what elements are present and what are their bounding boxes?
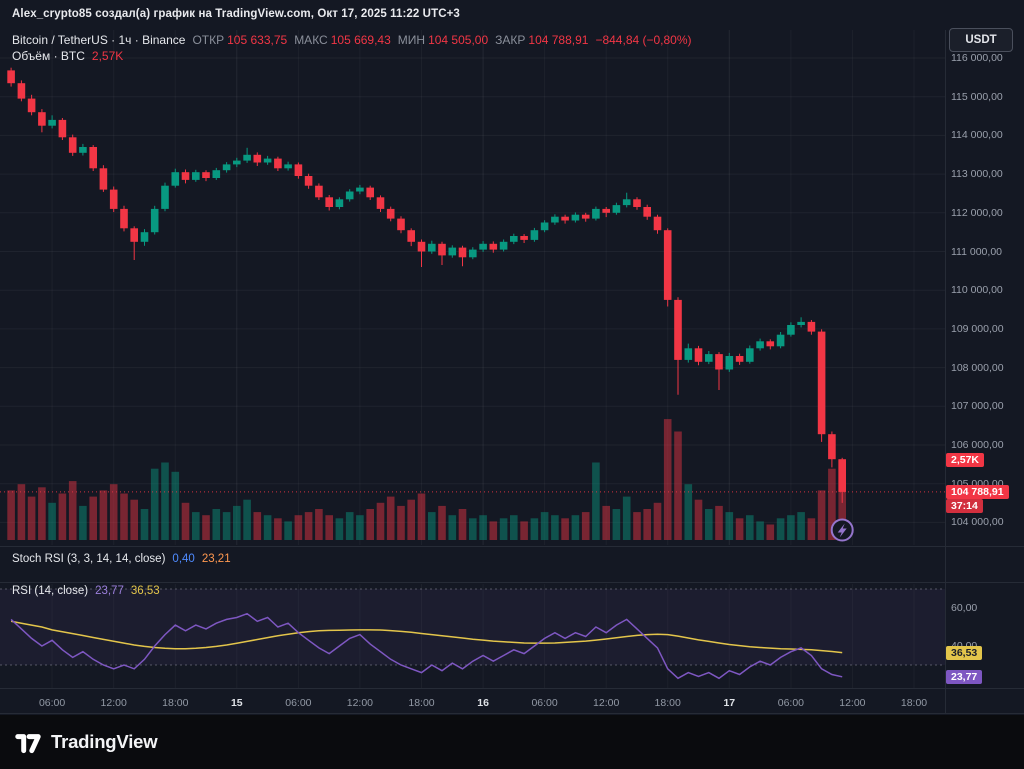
low-label: МИН	[397, 33, 426, 47]
rsi-title[interactable]: RSI (14, close)	[12, 585, 89, 597]
candles-layer	[7, 67, 846, 503]
flash-marker-icon[interactable]	[830, 518, 854, 542]
time-axis-label: 06:00	[285, 697, 312, 709]
time-axis-label: 12:00	[839, 697, 866, 709]
close-value: 104 788,91	[528, 33, 589, 47]
price-axis-label: 113 000,00	[951, 168, 1003, 181]
price-axis-label: 111 000,00	[951, 245, 1002, 258]
rsi-legend[interactable]: RSI (14, close) 23,77 36,53	[12, 585, 160, 597]
attribution-text: Alex_crypto85 создал(а) график на Tradin…	[12, 8, 460, 20]
stoch-k-value: 0,40	[172, 553, 195, 565]
stoch-rsi-legend[interactable]: Stoch RSI (3, 3, 14, 14, close) 0,40 23,…	[12, 553, 231, 565]
close-label: ЗАКР	[495, 33, 526, 47]
time-axis-label: 06:00	[777, 697, 805, 709]
time-axis-label: 17	[723, 697, 736, 709]
price-axis-label: 107 000,00	[951, 400, 1004, 413]
currency-toggle-button[interactable]: USDT	[949, 28, 1013, 52]
rsi-line	[10, 612, 843, 680]
time-axis-label: 06:00	[531, 697, 558, 709]
low-value: 104 505,00	[428, 33, 489, 47]
price-axis-label: 106 000,00	[951, 439, 1004, 451]
time-axis-label: 18:00	[408, 697, 435, 709]
time-axis-label: 12:00	[593, 697, 620, 709]
time-axis-label: 18:00	[900, 697, 928, 709]
current-price-badge: 104 788,91	[946, 484, 1009, 499]
grid-layer	[0, 30, 945, 688]
price-axis-label: 110 000,00	[951, 284, 1003, 297]
time-axis-label: 12:00	[100, 697, 127, 709]
volume-value: 2,57K	[91, 49, 124, 63]
price-axis-label: 109 000,00	[951, 322, 1004, 335]
rsi-value: 23,77	[95, 585, 124, 597]
high-label: МАКС	[294, 33, 328, 47]
stoch-d-value: 23,21	[201, 553, 231, 565]
volume-layer	[7, 419, 846, 540]
high-value: 105 669,43	[330, 33, 391, 47]
change-value: −844,84 (−0,80%)	[595, 33, 692, 47]
price-axis-label: 114 000,00	[951, 129, 1003, 142]
time-axis-label: 12:00	[346, 697, 374, 709]
price-axis-label: 108 000,00	[951, 361, 1004, 374]
tradingview-logo-icon	[15, 734, 41, 754]
volume-legend[interactable]: Объём · BTC 2,57K	[12, 49, 123, 63]
price-axis-label: 116 000,00	[951, 52, 1003, 64]
attribution-bar: Alex_crypto85 создал(а) график на Tradin…	[12, 8, 460, 20]
stoch-rsi-title[interactable]: Stoch RSI (3, 3, 14, 14, close)	[12, 553, 166, 565]
time-axis-label: 06:00	[38, 697, 66, 709]
open-value: 105 633,75	[227, 33, 288, 47]
symbol-legend[interactable]: Bitcoin / TetherUS · 1ч · Binance ОТКР 1…	[12, 33, 692, 47]
rsi-value-badge: 23,77	[946, 669, 983, 684]
time-axis-label: 15	[230, 697, 243, 709]
rsi-ma-value: 36,53	[130, 585, 160, 597]
footer-brand-bar: TradingView	[0, 715, 1024, 769]
rsi-ma-line	[10, 620, 843, 654]
rsi-pane	[0, 588, 945, 680]
time-axis-label: 18:00	[654, 697, 681, 709]
volume-value-badge: 2,57K	[946, 453, 985, 468]
open-label: ОТКР	[192, 33, 225, 47]
rsi-axis-label: 60,00	[951, 602, 978, 614]
symbol-title[interactable]: Bitcoin / TetherUS · 1ч · Binance	[12, 33, 186, 47]
bar-countdown-badge: 37:14	[946, 498, 983, 513]
price-axis-label: 104 000,00	[951, 516, 1004, 529]
price-axis-label: 115 000,00	[951, 90, 1003, 103]
time-axis-label: 18:00	[162, 697, 189, 709]
volume-title[interactable]: Объём · BTC	[12, 49, 85, 63]
rsi-ma-badge: 36,53	[946, 645, 983, 660]
time-axis-label: 16	[477, 697, 489, 709]
tradingview-brand-text: TradingView	[51, 731, 158, 752]
price-axis-label: 112 000,00	[951, 206, 1003, 219]
